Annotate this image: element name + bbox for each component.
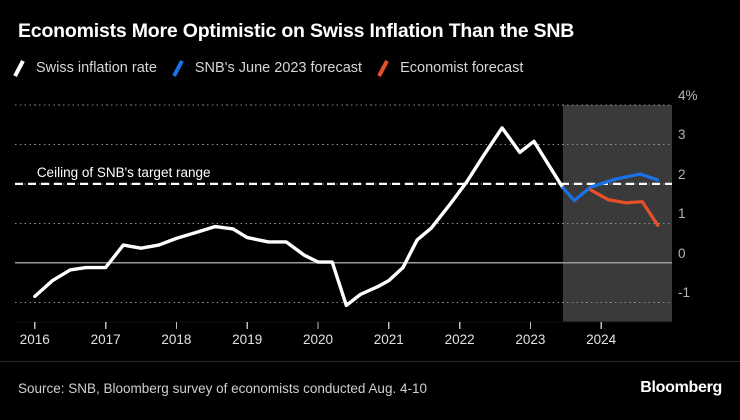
legend-label: Swiss inflation rate [36,60,157,76]
x-axis-label-2021: 2021 [373,332,404,347]
source-note: Source: SNB, Bloomberg survey of economi… [18,381,427,396]
page-title: Economists More Optimistic on Swiss Infl… [18,20,575,42]
y-axis-label-3: 3 [678,127,686,143]
x-axis-label-2016: 2016 [19,332,50,347]
x-axis-label-2024: 2024 [586,332,617,347]
series-line-economist-forecast [588,188,660,227]
legend-item-snb-forecast: SNB's June 2023 forecast [172,59,363,77]
annotation-snb-ceiling: Ceiling of SNB's target range [36,164,211,180]
y-axis-label-0: 0 [678,245,686,261]
y-axis-label-1: 1 [678,206,686,222]
x-axis-label-2017: 2017 [90,332,121,347]
x-axis-label-2019: 2019 [232,332,263,347]
footer-divider [0,361,740,362]
y-axis-label-4: 4% [678,88,698,103]
chart-legend: Swiss inflation rate SNB's June 2023 for… [13,59,541,77]
x-axis-label-2018: 2018 [161,332,192,347]
series-line-swiss-inflation-rate [33,126,565,308]
bloomberg-logo: Bloomberg [640,379,722,396]
x-axis-label-2022: 2022 [444,332,475,347]
legend-item-economist-forecast: Economist forecast [377,59,524,77]
x-axis-label-2020: 2020 [302,332,334,347]
y-axis-label-2: 2 [678,166,686,182]
legend-item-swiss-inflation-rate: Swiss inflation rate [13,59,157,77]
series-line-snb-s-june-2023-forecast [561,172,660,203]
legend-label: Economist forecast [400,60,524,76]
shaded-forecast-region [562,105,672,322]
legend-label: SNB's June 2023 forecast [194,60,363,76]
x-axis-label-2023: 2023 [515,332,546,347]
y-axis-label--1: -1 [678,285,691,301]
